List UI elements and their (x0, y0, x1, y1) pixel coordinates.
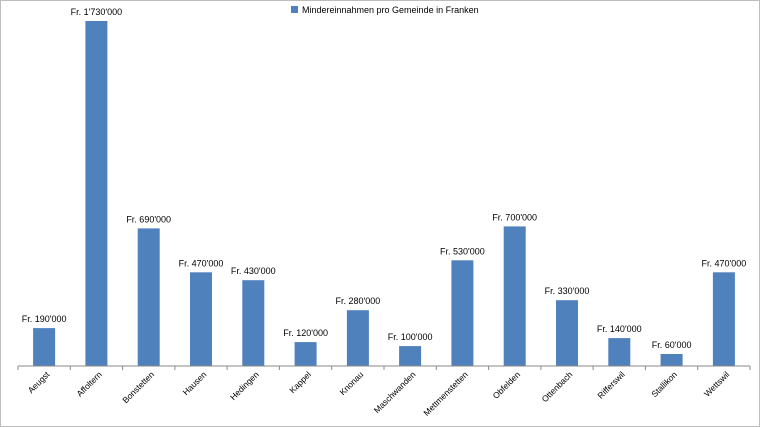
category-label-hedingen: Hedingen (228, 369, 261, 402)
value-labels: Fr. 190'000 Fr. 1'730'000 Fr. 690'000 Fr. 4… (22, 7, 747, 350)
legend: Mindereinnahmen pro Gemeinde in Franken (291, 5, 479, 15)
category-label-wettswil: Wettswil (702, 369, 731, 398)
data-label-bonstetten: Fr. 690'000 (126, 214, 171, 224)
bar-knonau (346, 310, 369, 366)
data-label-hedingen: Fr. 430'000 (231, 266, 276, 276)
bar-obfelden (503, 226, 526, 366)
bar-bonstetten (137, 228, 160, 366)
data-label-ottenbach: Fr. 330'000 (545, 286, 590, 296)
bar-rifferswil (608, 338, 631, 366)
legend-label: Mindereinnahmen pro Gemeinde in Franken (302, 5, 479, 15)
data-label-aeugst: Fr. 190'000 (22, 314, 67, 324)
category-label-kappel: Kappel (287, 369, 313, 395)
category-label-aeugst: Aeugst (26, 369, 52, 395)
bar-hedingen (242, 280, 265, 366)
bar-aeugst (33, 328, 56, 366)
category-labels: Aeugst Affoltern Bonstetten Hausen Hedingen K… (26, 369, 732, 418)
category-label-stallikon: Stallikon (649, 369, 679, 399)
data-label-maschwanden: Fr. 100'000 (388, 332, 433, 342)
x-axis-ticks (17, 366, 751, 370)
data-label-knonau: Fr. 280'000 (336, 296, 381, 306)
category-label-ottenbach: Ottenbach (540, 369, 575, 404)
bar-mettmenstetten (451, 260, 474, 366)
bar-maschwanden (399, 346, 422, 366)
bar-kappel (294, 342, 317, 366)
category-label-knonau: Knonau (338, 369, 366, 397)
data-label-rifferswil: Fr. 140'000 (597, 324, 642, 334)
category-label-affoltern: Affoltern (74, 369, 104, 399)
bar-affoltern (85, 21, 108, 366)
bar-ottenbach (556, 300, 578, 366)
category-label-hausen: Hausen (181, 369, 209, 397)
category-label-bonstetten: Bonstetten (120, 369, 156, 405)
data-label-obfelden: Fr. 700'000 (492, 212, 537, 222)
bars (33, 21, 735, 366)
category-label-maschwanden: Maschwanden (372, 369, 418, 415)
data-label-mettmenstetten: Fr. 530'000 (440, 246, 485, 256)
data-label-affoltern: Fr. 1'730'000 (71, 7, 122, 17)
bar-hausen (190, 272, 212, 366)
category-label-obfelden: Obfelden (491, 369, 523, 401)
legend-swatch (291, 6, 298, 13)
bar-stallikon (660, 354, 683, 366)
data-label-kappel: Fr. 120'000 (283, 328, 328, 338)
bar-wettswil (712, 272, 735, 366)
data-label-hausen: Fr. 470'000 (179, 258, 224, 268)
data-label-wettswil: Fr. 470'000 (702, 258, 747, 268)
data-label-stallikon: Fr. 60'000 (652, 340, 692, 350)
category-label-rifferswil: Rifferswil (595, 369, 626, 400)
category-label-mettmenstetten: Mettmenstetten (421, 369, 470, 418)
